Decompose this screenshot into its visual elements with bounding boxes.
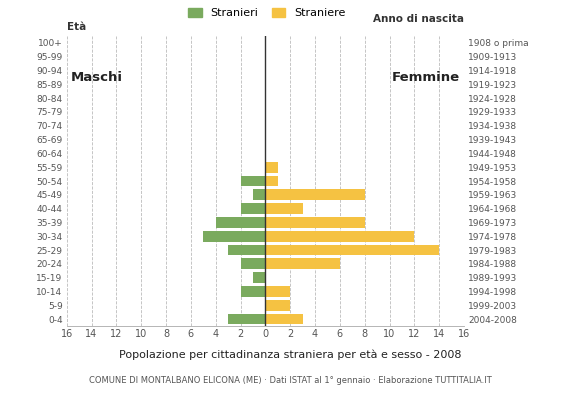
Bar: [266, 286, 290, 297]
Text: Maschi: Maschi: [70, 71, 122, 84]
Bar: [228, 245, 266, 256]
Bar: [266, 176, 278, 186]
Bar: [216, 217, 266, 228]
Bar: [241, 258, 266, 269]
Bar: [253, 190, 266, 200]
Bar: [266, 203, 303, 214]
Bar: [266, 162, 278, 172]
Bar: [266, 217, 365, 228]
Text: Femmine: Femmine: [392, 71, 461, 84]
Bar: [266, 314, 303, 324]
Text: Popolazione per cittadinanza straniera per età e sesso - 2008: Popolazione per cittadinanza straniera p…: [119, 350, 461, 360]
Bar: [266, 190, 365, 200]
Bar: [241, 203, 266, 214]
Bar: [266, 231, 414, 242]
Bar: [266, 300, 290, 311]
Bar: [253, 272, 266, 283]
Bar: [241, 176, 266, 186]
Legend: Stranieri, Straniere: Stranieri, Straniere: [188, 8, 345, 18]
Bar: [266, 258, 340, 269]
Text: Anno di nascita: Anno di nascita: [373, 14, 464, 24]
Bar: [203, 231, 266, 242]
Bar: [228, 314, 266, 324]
Bar: [241, 286, 266, 297]
Text: COMUNE DI MONTALBANO ELICONA (ME) · Dati ISTAT al 1° gennaio · Elaborazione TUTT: COMUNE DI MONTALBANO ELICONA (ME) · Dati…: [89, 376, 491, 385]
Text: Età: Età: [67, 22, 86, 32]
Bar: [266, 245, 439, 256]
